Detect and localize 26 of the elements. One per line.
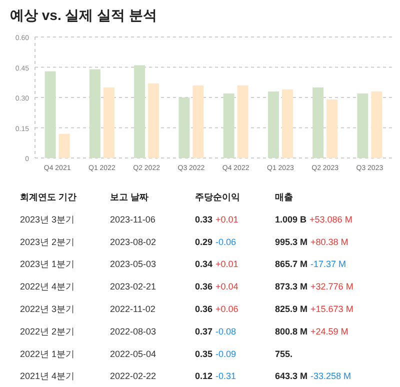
text: 2023년 1분기 2023-05-03 0.34 +0.01 865.7 M -17.37 M [20,259,346,270]
bar [58,134,70,158]
bar [89,69,100,158]
text: 2022년 4분기 2023-02-21 0.36 +0.04 873.3 M +32.776 M [20,282,354,292]
text: 2023년 3분기 2023-11-06 0.33 +0.01 1.009 B +53.086 M [20,214,352,224]
bar [103,87,114,158]
bar [134,65,146,158]
bar [148,83,160,158]
text: 2022년 2분기 2022-08-03 0.37 -0.08 800.8 M +24.59 M [20,326,348,336]
bar [192,85,204,158]
bar [44,71,56,158]
text: 2022년 3분기 2022-11-02 0.36 +0.06 825.9 M +15.673 M [20,304,354,314]
bar [357,93,368,158]
chart-title: 예상 vs. 실제 실적 분석 [10,7,158,23]
bar [223,93,234,158]
bar [282,89,293,158]
bar [178,98,190,158]
bar [268,91,279,158]
text: 2022년 1분기 2022-05-04 0.35 -0.09 755. [20,348,293,359]
bar [326,100,338,158]
bar [237,85,248,158]
text: 2023년 2분기 2023-08-02 0.29 -0.06 995.3 M +80.38 M [20,236,348,247]
bar [371,91,382,158]
text: 2021년 4분기 2022-02-22 0.12 -0.31 643.3 M -33.258 M [20,371,352,382]
text: 회계연도 기간 보고 날짜 주당순이익 매출 [20,192,293,202]
bar [312,87,324,158]
